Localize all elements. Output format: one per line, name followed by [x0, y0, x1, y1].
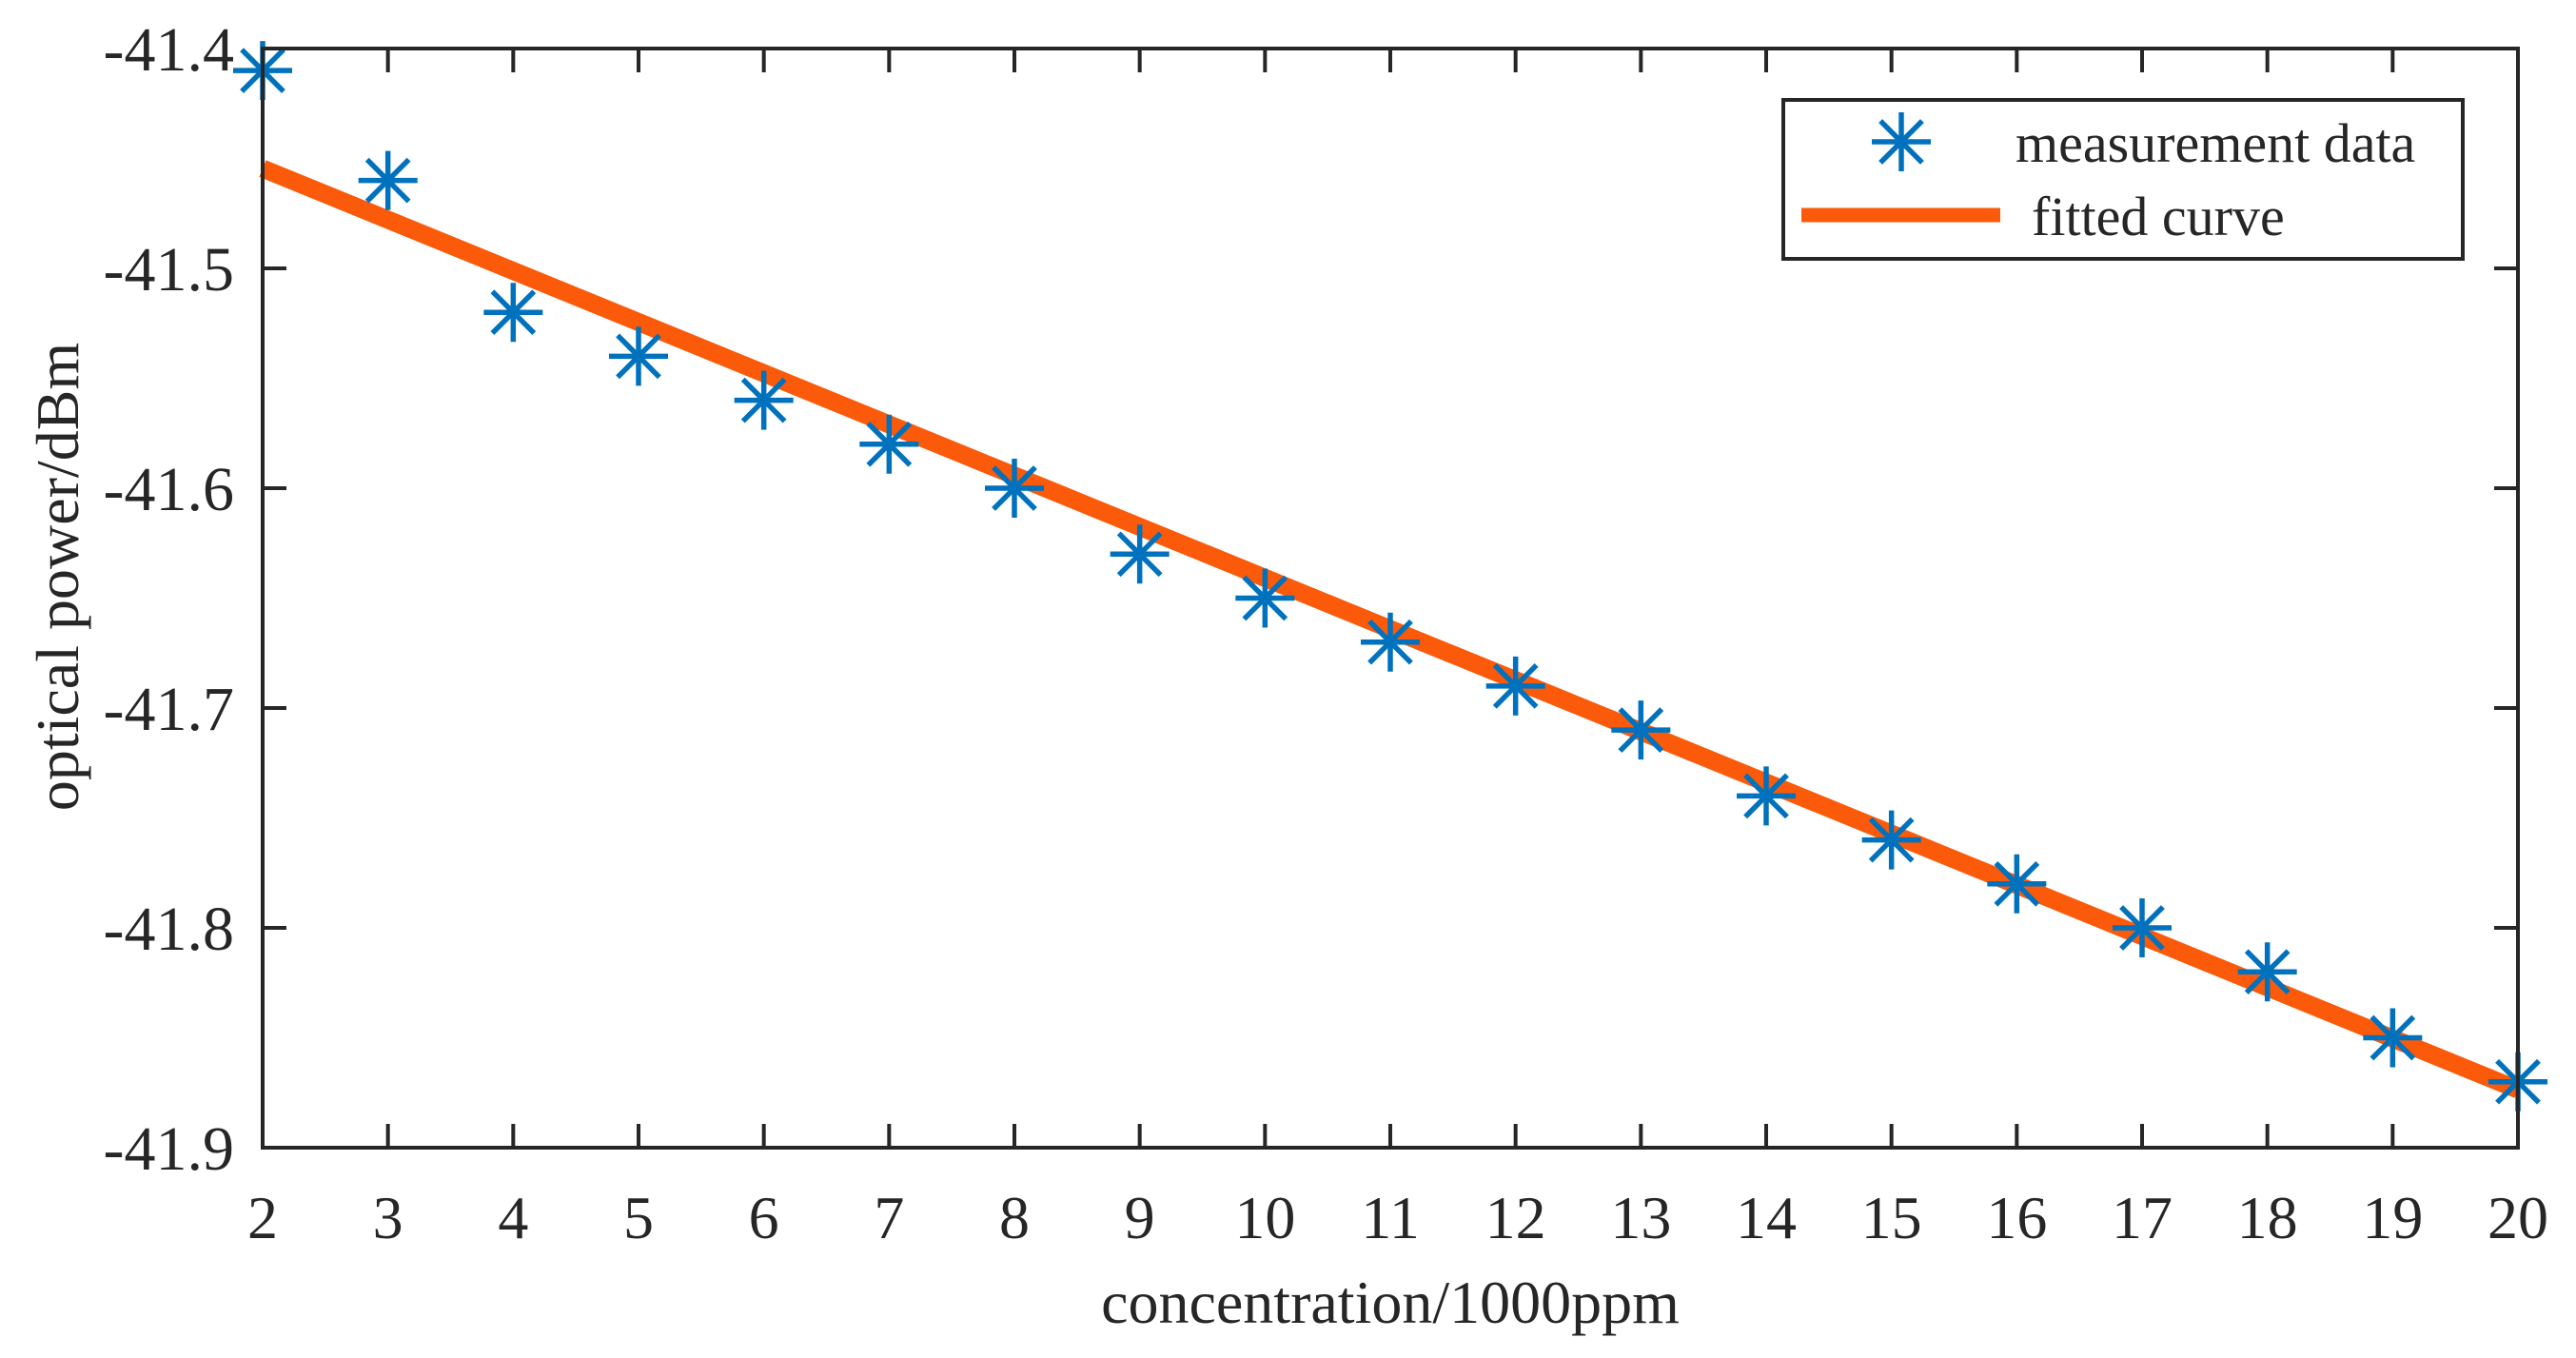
x-tick-label: 18 [2237, 1184, 2298, 1251]
y-tick-label: -41.9 [104, 1114, 234, 1184]
y-tick-label: -41.4 [104, 15, 234, 85]
x-tick-label: 15 [1861, 1184, 1922, 1251]
legend-item-fitted-curve: fitted curve [1801, 186, 2285, 247]
y-axis-label: optical power/dBm [24, 343, 91, 811]
y-tick-label: -41.7 [104, 675, 234, 744]
x-tick-label: 16 [1986, 1184, 2047, 1251]
legend-label-fitted-curve: fitted curve [2032, 186, 2285, 247]
data-point-asterisk-icon [734, 370, 794, 430]
y-axis-ticks: -41.4 -41.5 -41.6 -41.7 -41.8 -41.9 [104, 15, 2518, 1184]
x-tick-label: 20 [2488, 1184, 2548, 1251]
data-point-asterisk-icon [985, 459, 1044, 518]
data-point-asterisk-icon [1485, 656, 1545, 716]
x-tick-label: 19 [2362, 1184, 2423, 1251]
x-tick-label: 6 [749, 1184, 779, 1251]
data-point-asterisk-icon [1737, 766, 1796, 826]
legend-label-measurement-data: measurement data [2016, 112, 2415, 174]
y-tick-label: -41.6 [104, 455, 234, 524]
x-tick-label: 4 [498, 1184, 528, 1251]
x-tick-label: 10 [1234, 1184, 1295, 1251]
data-point-asterisk-icon [2237, 942, 2297, 1002]
y-tick-label: -41.5 [104, 235, 234, 305]
x-axis-ticks: 2 3 4 5 6 7 8 9 10 11 12 13 14 15 16 17 18 19 20 [247, 49, 2548, 1251]
x-tick-label: 17 [2112, 1184, 2173, 1251]
legend-box [1781, 98, 2465, 261]
data-point-asterisk-icon [483, 283, 543, 343]
x-tick-label: 2 [247, 1184, 278, 1251]
x-tick-label: 11 [1361, 1184, 1420, 1251]
legend: measurement data fitted curve [1781, 98, 2465, 261]
data-point-asterisk-icon [1861, 810, 1921, 870]
measurement-points [233, 41, 2547, 1112]
asterisk-marker-icon [1872, 112, 1931, 171]
x-tick-label: 13 [1610, 1184, 1671, 1251]
x-tick-label: 5 [623, 1184, 654, 1251]
legend-item-measurement-data: measurement data [1872, 112, 2415, 174]
x-tick-label: 12 [1485, 1184, 1546, 1251]
legend-asterisk [1872, 112, 1931, 171]
x-tick-label: 9 [1125, 1184, 1155, 1251]
data-point-asterisk-icon [1987, 854, 2047, 914]
data-point-asterisk-icon [1361, 612, 1420, 672]
x-tick-label: 8 [999, 1184, 1030, 1251]
y-tick-label: -41.8 [104, 895, 234, 964]
data-point-asterisk-icon [1235, 568, 1295, 628]
data-point-asterisk-icon [859, 414, 919, 474]
x-tick-label: 3 [373, 1184, 403, 1251]
x-axis-label: concentration/1000ppm [1101, 1269, 1680, 1336]
data-point-asterisk-icon [1611, 700, 1671, 760]
x-tick-label: 14 [1736, 1184, 1797, 1251]
x-tick-label: 7 [874, 1184, 904, 1251]
data-point-asterisk-icon [358, 150, 418, 210]
data-point-asterisk-icon [609, 326, 668, 386]
data-point-asterisk-icon [2363, 1008, 2423, 1068]
data-point-asterisk-icon [1110, 524, 1170, 584]
data-point-asterisk-icon [2113, 898, 2172, 957]
